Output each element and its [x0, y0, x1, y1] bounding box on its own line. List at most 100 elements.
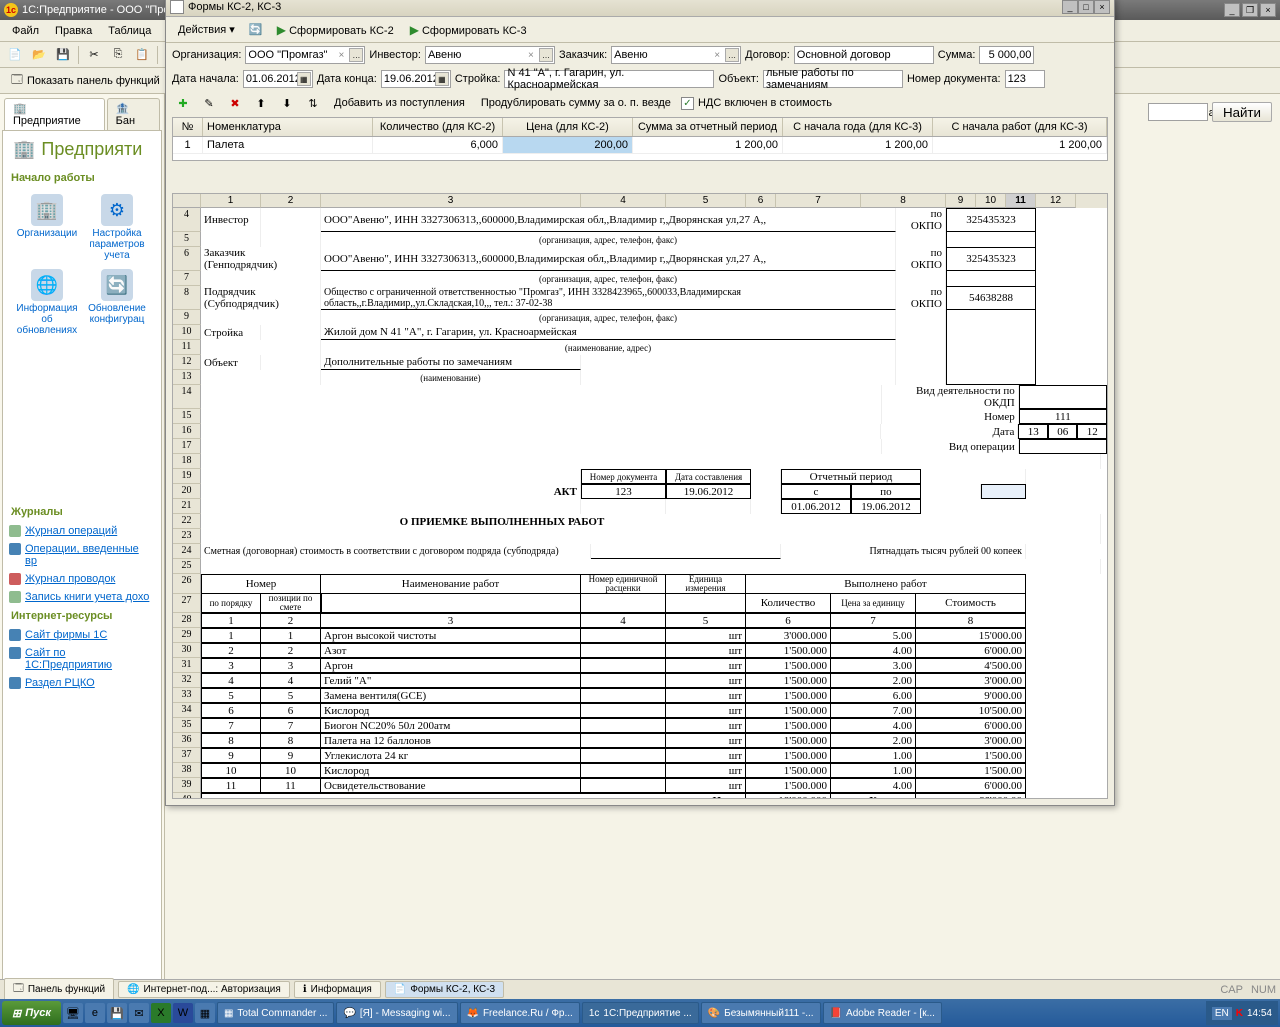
win-close-button[interactable]: × — [1094, 0, 1110, 14]
task-msg[interactable]: 💬 [Я] - Messaging wi... — [336, 1002, 457, 1024]
status-num: NUM — [1251, 984, 1276, 996]
window-icon — [170, 0, 184, 14]
customer-field[interactable]: Авеню×… — [611, 46, 741, 64]
object-label: Объект: — [718, 73, 759, 85]
grid-del-icon[interactable]: ✖ — [224, 92, 246, 114]
site-field[interactable]: N 41 "А", г. Гагарин, ул. Красноармейска… — [504, 70, 714, 88]
tray-lang[interactable]: EN — [1212, 1007, 1232, 1020]
ql-ie-icon[interactable]: e — [85, 1003, 105, 1023]
task-1c[interactable]: 1c 1С:Предприятие ... — [582, 1002, 699, 1024]
grid-edit-icon[interactable]: ✎ — [198, 92, 220, 114]
tab-enterprise[interactable]: 🏢 Предприятие — [4, 98, 105, 130]
link-book[interactable]: Запись книги учета дохо — [3, 588, 161, 606]
investor-field[interactable]: Авеню×… — [425, 46, 555, 64]
ql-app-icon[interactable]: ▦ — [195, 1003, 215, 1023]
date-end-field[interactable]: 19.06.2012▦ — [381, 70, 451, 88]
win-maximize-button[interactable]: □ — [1078, 0, 1094, 14]
link-1c-site[interactable]: Сайт фирмы 1С — [3, 626, 161, 644]
object-field[interactable]: льные работы по замечаниям — [763, 70, 903, 88]
close-button[interactable]: × — [1260, 3, 1276, 17]
link-rcko[interactable]: Раздел РЦКО — [3, 674, 161, 692]
tb-copy-icon[interactable]: ⎘ — [107, 44, 129, 66]
ql-mail-icon[interactable]: ✉ — [129, 1003, 149, 1023]
link-manual-ops[interactable]: Операции, введенные вр — [3, 540, 161, 570]
col-num[interactable]: № — [173, 118, 203, 136]
windows-taskbar: ⊞ Пуск 🖥 e 💾 ✉ X W ▦ ▦ Total Commander .… — [0, 999, 1280, 1027]
col-year[interactable]: С начала года (для КС-3) — [783, 118, 933, 136]
date-start-field[interactable]: 01.06.2012▦ — [243, 70, 313, 88]
ql-save-icon[interactable]: 💾 — [107, 1003, 127, 1023]
section-start: Начало работы — [3, 168, 161, 188]
minimize-button[interactable]: _ — [1224, 3, 1240, 17]
tb-new-icon[interactable]: 📄 — [4, 44, 26, 66]
ql-word-icon[interactable]: W — [173, 1003, 193, 1023]
add-from-receipt[interactable]: Добавить из поступления — [328, 97, 471, 109]
document-tabs: 🗔 Панель функций 🌐 Интернет-под...: Авто… — [0, 979, 1280, 999]
link-journal-ops[interactable]: Журнал операций — [3, 522, 161, 540]
ql-excel-icon[interactable]: X — [151, 1003, 171, 1023]
nav-organizations[interactable]: 🏢Организации — [16, 194, 78, 261]
col-sum[interactable]: Сумма за отчетный период — [633, 118, 783, 136]
org-label: Организация: — [172, 49, 241, 61]
menu-file[interactable]: Файл — [4, 23, 47, 39]
items-grid: № Номенклатура Количество (для КС-2) Цен… — [172, 117, 1108, 161]
find-button[interactable]: Найти — [1212, 102, 1272, 122]
task-freelance[interactable]: 🦊 Freelance.Ru / Фр... — [460, 1002, 580, 1024]
vat-checkbox[interactable]: ✓ — [681, 97, 694, 110]
tb-cut-icon[interactable]: ✂ — [83, 44, 105, 66]
tb-save-icon[interactable]: 💾 — [52, 44, 74, 66]
start-button[interactable]: ⊞ Пуск — [2, 1001, 61, 1025]
form-ks3-button[interactable]: ▶ Сформировать КС-3 — [404, 21, 533, 39]
status-cap: CAP — [1220, 984, 1243, 996]
col-total[interactable]: С начала работ (для КС-3) — [933, 118, 1107, 136]
restore-button[interactable]: ❐ — [1242, 3, 1258, 17]
dup-sum[interactable]: Продублировать сумму за о. п. везде — [475, 97, 677, 109]
nav-params[interactable]: ⚙Настройка параметров учета — [86, 194, 148, 261]
col-name[interactable]: Номенклатура — [203, 118, 373, 136]
sum-field[interactable]: 5 000,00 — [979, 46, 1034, 64]
form-ks2-button[interactable]: ▶ Сформировать КС-2 — [271, 21, 400, 39]
menu-table[interactable]: Таблица — [100, 23, 159, 39]
customer-label: Заказчик: — [559, 49, 607, 61]
ql-desktop-icon[interactable]: 🖥 — [63, 1003, 83, 1023]
tb-paste-icon[interactable]: 📋 — [131, 44, 153, 66]
app-logo-icon: 1c — [4, 3, 18, 17]
find-input[interactable] — [1148, 103, 1208, 121]
investor-label: Инвестор: — [369, 49, 421, 61]
doctab-info[interactable]: ℹ Информация — [294, 981, 381, 998]
link-1c-enterprise[interactable]: Сайт по 1С:Предприятию — [3, 644, 161, 674]
tb-open-icon[interactable]: 📂 — [28, 44, 50, 66]
system-tray[interactable]: EN K 14:54 — [1206, 1001, 1278, 1025]
tab-bank[interactable]: 🏦 Бан — [107, 98, 160, 130]
docnum-field[interactable]: 123 — [1005, 70, 1045, 88]
actions-menu[interactable]: Действия ▾ — [172, 21, 241, 38]
nav-update-info[interactable]: 🌐Информация об обновлениях — [16, 269, 78, 336]
grid-row[interactable]: 1 Палета 6,000 200,00 1 200,00 1 200,00 … — [173, 137, 1107, 154]
task-tc[interactable]: ▦ Total Commander ... — [217, 1002, 335, 1024]
col-qty[interactable]: Количество (для КС-2) — [373, 118, 503, 136]
doctab-internet[interactable]: 🌐 Интернет-под...: Авторизация — [118, 981, 290, 998]
spreadsheet[interactable]: 1 2 3 4 5 6 7 8 9 10 11 12 4ИнвесторООО"… — [172, 193, 1108, 799]
nav-update-config[interactable]: 🔄Обновление конфигурац — [86, 269, 148, 336]
grid-up-icon[interactable]: ⬆ — [250, 92, 272, 114]
win-minimize-button[interactable]: _ — [1062, 0, 1078, 14]
grid-down-icon[interactable]: ⬇ — [276, 92, 298, 114]
task-adobe[interactable]: 📕 Adobe Reader - [к... — [823, 1002, 942, 1024]
panel-title: 🏢 Предприяти — [3, 131, 161, 168]
vat-label: НДС включен в стоимость — [698, 97, 832, 109]
refresh-icon[interactable]: 🔄 — [245, 19, 267, 41]
doctab-forms[interactable]: 📄 Формы КС-2, КС-3 — [385, 981, 504, 998]
forms-window: Формы КС-2, КС-3 _ □ × Действия ▾ 🔄 ▶ Сф… — [165, 0, 1115, 806]
sum-label: Сумма: — [938, 49, 976, 61]
tray-av-icon[interactable]: K — [1236, 1008, 1243, 1019]
menu-edit[interactable]: Правка — [47, 23, 100, 39]
col-price[interactable]: Цена (для КС-2) — [503, 118, 633, 136]
task-paint[interactable]: 🎨 Безымянный111 -... — [701, 1002, 821, 1024]
contract-field[interactable]: Основной договор — [794, 46, 934, 64]
doctab-panel[interactable]: 🗔 Панель функций — [4, 978, 114, 1001]
link-postings[interactable]: Журнал проводок — [3, 570, 161, 588]
org-field[interactable]: ООО "Промгаз"×… — [245, 46, 365, 64]
show-panel-button[interactable]: 🗔Показать панель функций — [4, 70, 167, 92]
grid-sort-icon[interactable]: ⇅ — [302, 92, 324, 114]
grid-add-icon[interactable]: ✚ — [172, 92, 194, 114]
